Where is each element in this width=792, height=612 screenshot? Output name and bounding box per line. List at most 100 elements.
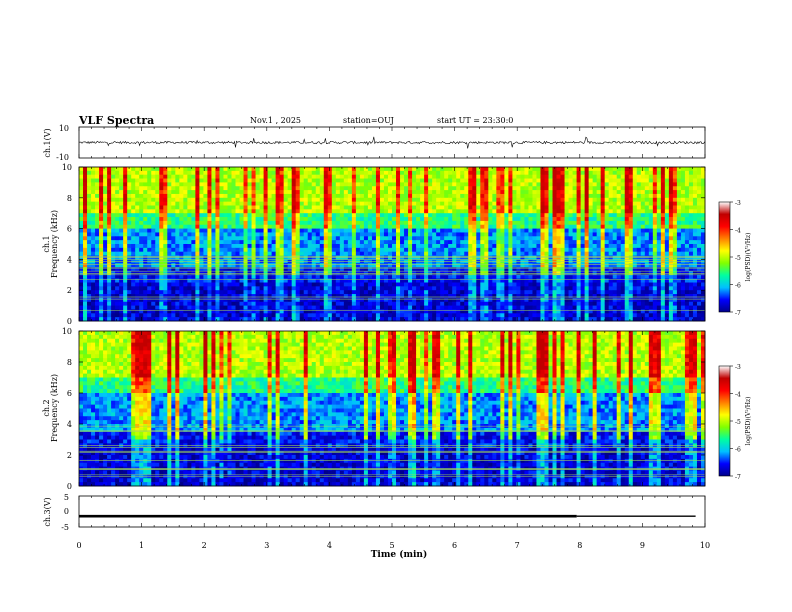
spectrogram-cell [696, 193, 702, 199]
spectrogram-cell [392, 251, 397, 256]
spectrogram-cell [580, 244, 586, 249]
spectrogram-cell [139, 220, 144, 226]
spectrogram-cell [504, 190, 509, 195]
spectrogram-cell [484, 220, 489, 226]
spectrogram-cell [564, 193, 569, 199]
spectrogram-cell [432, 247, 437, 253]
spectrogram-cell [255, 244, 260, 249]
spectrogram-cell [199, 217, 204, 222]
spectrogram-cell [436, 278, 441, 283]
spectrogram-cell [592, 236, 598, 241]
spectrogram-cell [392, 167, 397, 172]
spectrogram-cell [640, 247, 646, 253]
spectrogram-cell [115, 228, 120, 233]
spectrogram-cell [436, 220, 441, 226]
spectrogram-cell [235, 278, 240, 283]
spectrogram-cell [279, 217, 285, 222]
spectrogram-cell [408, 186, 413, 191]
spectrogram-cell [83, 244, 88, 249]
spectrogram-cell [564, 228, 569, 233]
spectrogram-cell [428, 209, 433, 214]
spectrogram-cell [468, 282, 473, 287]
spectrogram-cell [644, 182, 650, 187]
spectrogram-cell [227, 224, 232, 229]
spectrogram-cell [247, 197, 252, 203]
spectrogram-cell [139, 286, 144, 291]
spectrogram-cell [448, 217, 453, 222]
spectrogram-cell [392, 209, 397, 214]
spectrogram-cell [528, 201, 533, 206]
spectrogram-cell [255, 205, 260, 210]
spectrogram-cell [143, 286, 148, 291]
spectrogram-cell [452, 267, 457, 272]
spectrogram-cell [195, 274, 200, 280]
spectrogram-cell [688, 190, 694, 195]
spectrogram-cell [219, 270, 224, 276]
spectrogram-cell [424, 224, 429, 229]
spectrogram-cell [295, 251, 301, 256]
spectrogram-cell [420, 232, 425, 237]
spectrogram-cell [668, 178, 674, 183]
spectrogram-cell [660, 167, 666, 172]
spectrogram-cell [580, 220, 586, 226]
spectrogram-cell [684, 205, 690, 210]
spectrogram-cell [231, 278, 236, 283]
spectrogram-cell [239, 182, 244, 187]
spectrogram-cell [215, 236, 220, 241]
spectrogram-cell [291, 247, 297, 253]
spectrogram-cell [175, 236, 180, 241]
spectrogram-cell [207, 190, 212, 195]
spectrogram-cell [339, 220, 345, 226]
spectrogram-cell [379, 244, 385, 249]
spectrogram-cell [275, 190, 281, 195]
spectrogram-cell [396, 270, 401, 276]
spectrogram-cell [235, 190, 240, 195]
spectrogram-cell [524, 220, 529, 226]
spectrogram-cell [327, 270, 333, 276]
spectrogram-cell [672, 190, 678, 195]
spectrogram-cell [167, 267, 172, 272]
spectrogram-cell [556, 190, 561, 195]
spectrogram-cell [295, 232, 301, 237]
spectrogram-cell [159, 197, 164, 203]
spectrogram-cell [335, 193, 341, 199]
spectrogram-cell [628, 182, 634, 187]
spectrogram-cell [512, 220, 517, 226]
spectrogram-cell [468, 267, 473, 272]
spectrogram-cell [676, 186, 682, 191]
spectrogram-cell [664, 209, 670, 214]
spectrogram-cell [99, 178, 104, 183]
spectrogram-cell [295, 174, 301, 179]
spectrogram-cell [371, 232, 377, 237]
spectrogram-cell [688, 209, 694, 214]
spectrogram-cell [696, 220, 702, 226]
spectrogram-cell [355, 240, 361, 245]
spectrogram-cell [191, 270, 196, 276]
spectrogram-cell [227, 197, 232, 203]
spectrogram-cell [91, 178, 96, 183]
spectrogram-cell [131, 232, 136, 237]
spectrogram-cell [488, 270, 493, 276]
spectrogram-cell [215, 170, 220, 176]
spectrogram-cell [283, 182, 289, 187]
spectrogram-cell [624, 274, 630, 280]
spectrogram-cell [211, 186, 216, 191]
spectrogram-cell [299, 263, 305, 268]
spectrogram-cell [159, 236, 164, 241]
spectrogram-cell [387, 240, 393, 245]
spectrogram-cell [87, 251, 92, 256]
spectrogram-cell [299, 220, 305, 226]
spectrogram-cell [536, 220, 541, 226]
spectrogram-cell [159, 282, 164, 287]
spectrogram-cell [396, 217, 401, 222]
spectrogram-cell [323, 201, 329, 206]
spectrogram-cell [480, 182, 485, 187]
spectrogram-cell [135, 190, 140, 195]
spectrogram-cell [696, 267, 702, 272]
spectrogram-cell [87, 174, 92, 179]
spectrogram-cell [83, 228, 88, 233]
spectrogram-cell [548, 186, 553, 191]
spectrogram-cell [596, 170, 602, 176]
spectrogram-cell [291, 274, 297, 280]
spectrogram-cell [552, 186, 557, 191]
